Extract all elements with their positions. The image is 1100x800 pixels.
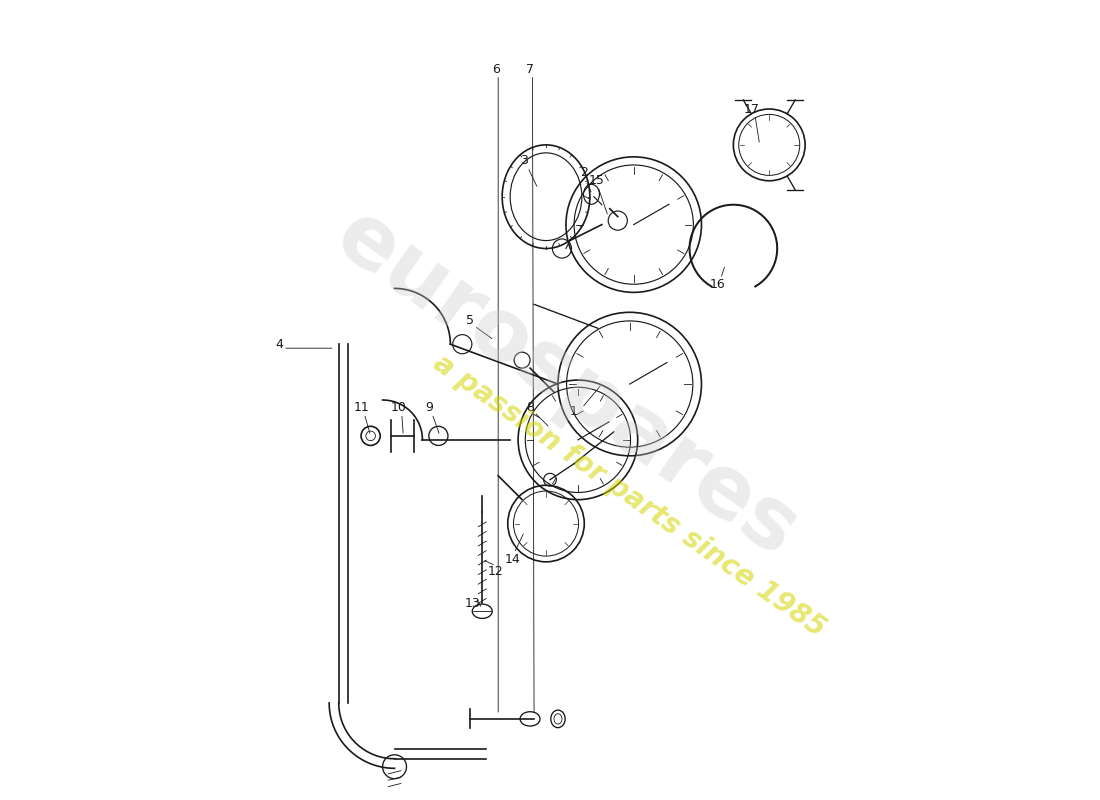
Text: 3: 3 bbox=[520, 154, 528, 167]
Text: 10: 10 bbox=[390, 402, 407, 414]
Text: 16: 16 bbox=[710, 278, 725, 291]
Text: 17: 17 bbox=[744, 102, 760, 115]
Text: 6: 6 bbox=[492, 62, 499, 76]
Text: 12: 12 bbox=[488, 565, 504, 578]
Text: 11: 11 bbox=[353, 402, 369, 414]
Text: a passion for parts since 1985: a passion for parts since 1985 bbox=[428, 349, 830, 642]
Text: 14: 14 bbox=[505, 553, 520, 566]
Text: eurospares: eurospares bbox=[319, 194, 813, 574]
Text: 1: 1 bbox=[570, 406, 578, 418]
Text: 5: 5 bbox=[466, 314, 474, 326]
Text: 9: 9 bbox=[425, 402, 432, 414]
Text: 4: 4 bbox=[275, 338, 283, 350]
Text: 13: 13 bbox=[465, 597, 481, 610]
Text: 8: 8 bbox=[526, 402, 535, 414]
Text: 15: 15 bbox=[588, 174, 604, 187]
Text: 2: 2 bbox=[581, 166, 589, 179]
Text: 7: 7 bbox=[526, 62, 535, 76]
